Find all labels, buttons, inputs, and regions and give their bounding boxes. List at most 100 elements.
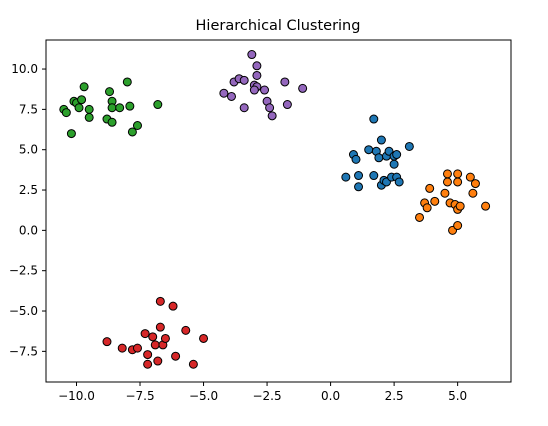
scatter-point — [354, 171, 364, 181]
scatter-point — [143, 359, 153, 369]
scatter-point — [341, 172, 351, 182]
scatter-point — [77, 95, 87, 105]
y-tick-label: −2.5 — [9, 264, 38, 278]
y-tick-label: 10.0 — [11, 62, 38, 76]
scatter-point — [127, 127, 137, 137]
scatter-point — [415, 212, 425, 222]
scatter-point — [199, 333, 209, 343]
x-tick-label: −2.5 — [252, 389, 281, 403]
y-tick-label: 0.0 — [19, 223, 38, 237]
scatter-point — [389, 159, 399, 169]
scatter-point — [267, 111, 277, 121]
scatter-point — [442, 177, 452, 187]
chart-title: Hierarchical Clustering — [196, 18, 361, 34]
scatter-point — [239, 75, 249, 85]
scatter-point — [465, 172, 475, 182]
scatter-point — [468, 188, 478, 198]
scatter-point — [107, 117, 117, 127]
scatter-point — [150, 340, 160, 350]
scatter-point — [298, 83, 308, 93]
scatter-point — [442, 169, 452, 179]
scatter-point — [351, 154, 361, 164]
y-axis: 10.0 7.5 5.0 2.5 0.0 −2.5 −5.0 −7.5 — [9, 62, 46, 358]
scatter-point — [143, 350, 153, 360]
scatter-point — [168, 301, 178, 311]
scatter-point — [453, 169, 463, 179]
plot-frame — [45, 39, 512, 383]
scatter-point — [440, 188, 450, 198]
scatter-point — [260, 85, 270, 95]
scatter-point — [430, 196, 440, 206]
scatter-point — [181, 325, 191, 335]
x-tick-label: 2.5 — [385, 389, 404, 403]
scatter-point — [422, 203, 432, 213]
scatter-point — [132, 121, 142, 130]
scatter-point — [364, 145, 374, 155]
scatter-point — [252, 70, 262, 80]
scatter-point — [425, 183, 435, 193]
y-tick-label: 5.0 — [19, 143, 38, 157]
scatter-point — [455, 201, 465, 211]
scatter-point — [61, 108, 71, 118]
scatter-point — [155, 322, 165, 332]
scatter-point — [354, 182, 364, 192]
cluster-series-2 — [341, 114, 414, 192]
scatter-point — [369, 171, 379, 181]
scatter-point — [219, 88, 229, 98]
cluster-series-4 — [102, 296, 209, 369]
scatter-point — [239, 103, 249, 113]
scatter-point — [153, 100, 163, 110]
scatter-point — [374, 153, 384, 163]
y-tick-label: 2.5 — [19, 183, 38, 197]
scatter-point — [153, 356, 163, 366]
scatter-point — [252, 61, 262, 71]
scatter-point — [470, 179, 480, 189]
x-tick-label: 0.0 — [321, 389, 340, 403]
scatter-point — [249, 85, 259, 95]
scatter-point — [171, 351, 181, 361]
scatter-point — [247, 50, 257, 60]
scatter-point — [66, 129, 76, 139]
scatter-point — [282, 100, 292, 110]
x-tick-label: 5.0 — [448, 389, 467, 403]
scatter-point — [122, 77, 132, 87]
scatter-point — [84, 104, 94, 114]
points-layer — [59, 50, 491, 369]
y-tick-label: 7.5 — [19, 102, 38, 116]
scatter-point — [125, 101, 135, 111]
scatter-point — [280, 77, 290, 87]
scatter-point — [140, 329, 150, 339]
scatter-point — [188, 359, 198, 369]
x-tick-label: −5.0 — [189, 389, 218, 403]
scatter-point — [376, 135, 386, 145]
scatter-point — [117, 343, 127, 353]
scatter-point — [453, 177, 463, 187]
scatter-point — [132, 343, 142, 353]
scatter-point — [148, 332, 158, 342]
scatter-point — [115, 103, 125, 113]
scatter-point — [453, 221, 463, 231]
scatter-point — [84, 112, 94, 122]
scatter-point — [226, 91, 236, 101]
cluster-series-1 — [219, 50, 308, 121]
y-tick-label: −5.0 — [9, 304, 38, 318]
scatter-point — [160, 333, 170, 343]
scatter-point — [481, 201, 491, 211]
scatter-point — [107, 103, 117, 113]
scatter-point — [102, 337, 112, 347]
cluster-series-0 — [59, 77, 163, 139]
scatter-point — [392, 150, 402, 160]
scatter-point — [404, 141, 414, 151]
scatter-point — [394, 177, 404, 187]
x-tick-label: −10.0 — [58, 389, 95, 403]
x-axis: −10.0 −7.5 −5.0 −2.5 0.0 2.5 5.0 — [58, 382, 467, 403]
scatter-point — [265, 103, 275, 113]
x-tick-label: −7.5 — [125, 389, 154, 403]
scatter-point — [79, 82, 89, 92]
scatter-point — [155, 296, 165, 306]
y-tick-label: −7.5 — [9, 344, 38, 358]
cluster-series-3 — [415, 169, 491, 235]
scatter-point — [74, 103, 84, 113]
